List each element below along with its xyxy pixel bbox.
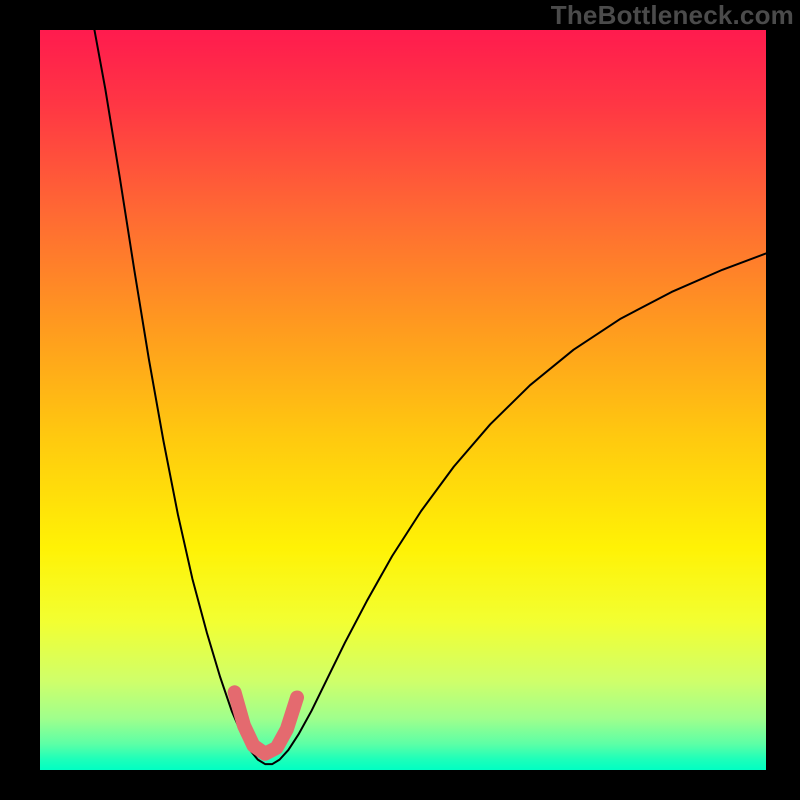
plot-area (40, 30, 766, 770)
gradient-background (40, 30, 766, 770)
plot-svg (40, 30, 766, 770)
chart-container: TheBottleneck.com (0, 0, 800, 800)
watermark-text: TheBottleneck.com (551, 0, 794, 31)
